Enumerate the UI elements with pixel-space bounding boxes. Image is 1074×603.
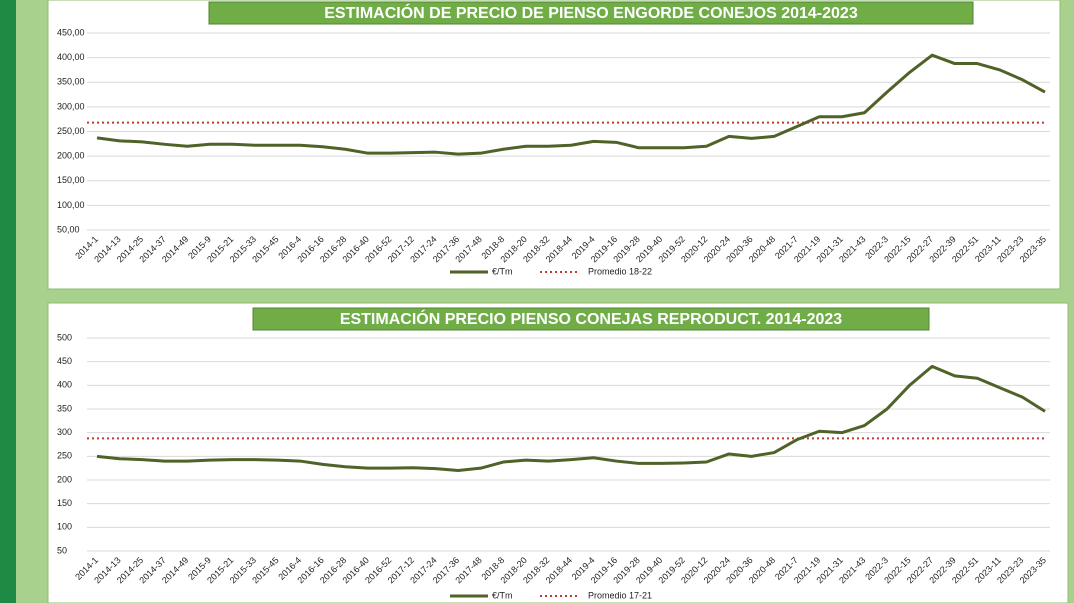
legend-label: €/Tm [492, 590, 513, 600]
y-tick-label: 100,00 [57, 200, 85, 210]
y-tick-label: 450 [57, 356, 72, 366]
y-tick-label: 500 [57, 332, 72, 342]
y-tick-label: 350,00 [57, 77, 85, 87]
y-tick-label: 50,00 [57, 224, 80, 234]
y-tick-label: 150 [57, 498, 72, 508]
y-tick-label: 200 [57, 474, 72, 484]
y-tick-label: 50 [57, 545, 67, 555]
line-series [96, 53, 1046, 156]
title-box [252, 307, 930, 331]
legend-label: €/Tm [492, 266, 513, 276]
title-box [208, 1, 974, 25]
y-tick-label: 400,00 [57, 52, 85, 62]
side-strip [0, 0, 16, 603]
y-tick-label: 300,00 [57, 101, 85, 111]
y-tick-label: 100 [57, 522, 72, 532]
y-tick-label: 250,00 [57, 126, 85, 136]
y-tick-label: 200,00 [57, 151, 85, 161]
panel [47, 302, 1069, 603]
legend-label: Promedio 17-21 [588, 590, 652, 600]
legend-label: Promedio 18-22 [588, 266, 652, 276]
y-tick-label: 150,00 [57, 175, 85, 185]
y-tick-label: 250 [57, 451, 72, 461]
y-tick-label: 450,00 [57, 27, 85, 37]
y-tick-label: 350 [57, 403, 72, 413]
chart-title: ESTIMACIÓN DE PRECIO DE PIENSO ENGORDE C… [324, 3, 858, 22]
line-series [96, 364, 1046, 473]
y-tick-label: 300 [57, 427, 72, 437]
y-tick-label: 400 [57, 380, 72, 390]
chart-title: ESTIMACIÓN PRECIO PIENSO CONEJAS REPRODU… [340, 309, 842, 328]
